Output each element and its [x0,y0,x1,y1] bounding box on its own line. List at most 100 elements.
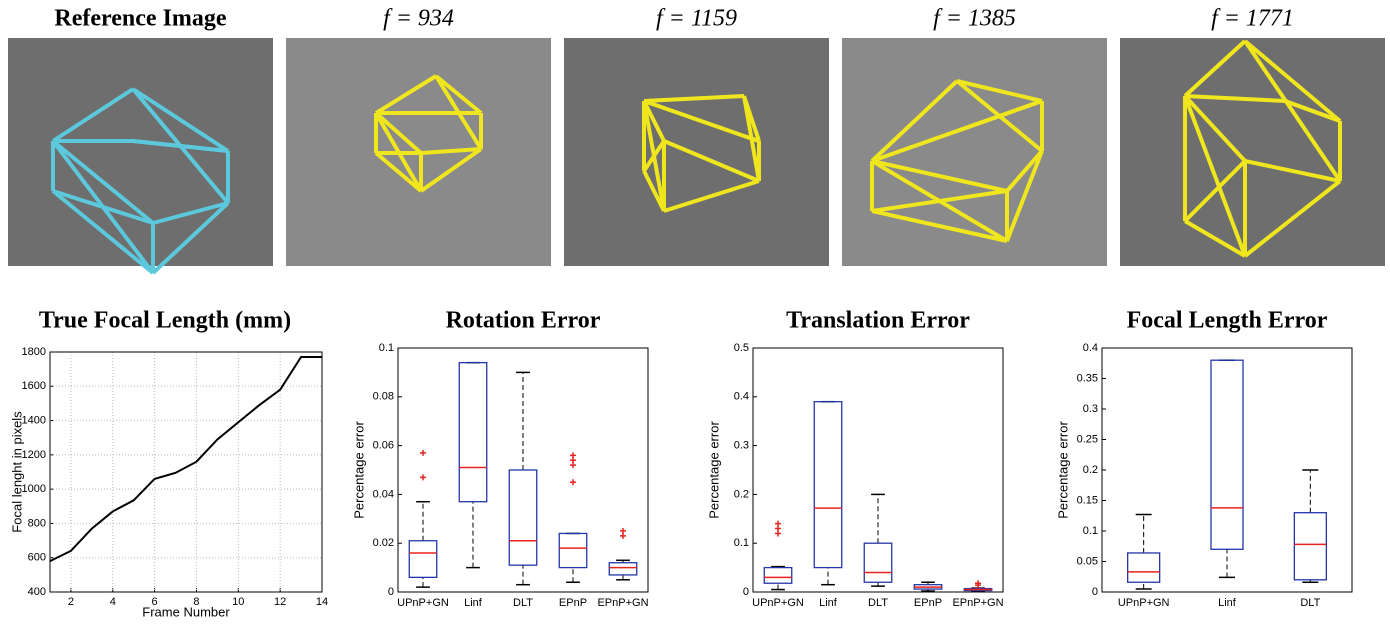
image-title: Reference Image [54,6,226,32]
y-tick-label: 0.4 [1083,342,1098,354]
wireframe [152,201,229,225]
wireframe [642,170,666,212]
y-tick-label: 1200 [22,449,46,461]
x-axis-label: Frame Number [142,604,230,619]
chart-title: Focal Length Error [1127,308,1328,334]
axes-frame [397,347,649,593]
wireframe [1183,39,1247,98]
y-axis-label: Percentage error [351,421,366,519]
y-tick-label: 0 [743,586,749,598]
wireframe [1243,39,1342,123]
x-tick-label: EPnP [559,597,587,609]
axes-frame [752,347,1004,593]
y-tick-label: 1000 [22,483,46,495]
photo [842,38,1107,266]
wireframe [52,189,154,225]
wireframe [643,94,745,103]
wireframe [743,134,760,143]
wireframe [374,151,423,193]
y-tick-label: 0.3 [734,440,749,452]
wireframe [51,139,155,225]
wireframe [871,209,1008,243]
x-tick-label: Linf [1218,597,1237,609]
wireframe [956,79,1043,103]
chart-title: True Focal Length (mm) [39,308,291,334]
x-tick-label: Linf [819,597,838,609]
x-tick-label: 4 [110,596,116,608]
x-tick-label: EPnP [914,597,942,609]
y-tick-label: 0.4 [734,391,749,403]
y-tick-label: 0.35 [1077,372,1098,384]
wireframe [374,74,438,115]
wireframe [643,99,745,138]
x-tick-label: EPnP+GN [952,597,1003,609]
wireframe [1183,219,1247,258]
box [608,562,638,576]
box [508,469,538,566]
photo [564,38,829,266]
x-tick-label: DLT [1300,597,1320,609]
outlier [420,449,426,456]
wireframe [1284,99,1341,123]
y-tick-label: 0 [388,586,394,598]
wireframe [871,189,1008,213]
y-tick-label: 1600 [22,380,46,392]
y-tick-label: 1800 [22,346,46,358]
wireframe [132,139,229,153]
outlier [620,528,626,534]
y-axis-label: Percentage error [1055,421,1070,519]
y-tick-label: 0.06 [373,440,394,452]
wireframe [51,87,135,143]
x-tick-label: Linf [464,597,483,609]
wireframe [956,99,1043,133]
x-tick-label: DLT [513,597,533,609]
line [49,355,322,563]
y-tick-label: 0.05 [1077,555,1098,567]
y-axis-label: Percentage error [706,421,721,519]
wireframe [1243,39,1342,183]
x-tick-label: 8 [193,596,199,608]
image-title: f = 1771 [1211,6,1294,32]
y-tick-label: 0.25 [1077,433,1098,445]
wireframe [1005,149,1044,193]
y-tick-label: 0.3 [1083,403,1098,415]
y-tick-label: 0.1 [379,342,394,354]
axes-frame [49,351,323,593]
wireframe [151,201,230,275]
wireframe [870,79,959,163]
wireframe [663,139,760,183]
box [1293,512,1327,581]
photo [8,38,273,266]
x-tick-label: EPnP+GN [597,597,648,609]
y-tick-label: 0.08 [373,391,394,403]
y-tick-label: 0.04 [373,488,394,500]
y-tick-label: 400 [28,586,46,598]
wireframe [1183,94,1247,163]
y-tick-label: 800 [28,517,46,529]
image-title: f = 934 [383,6,454,32]
y-tick-label: 0.1 [734,537,749,549]
y-tick-label: 0.02 [373,537,394,549]
x-tick-label: DLT [868,597,888,609]
wireframe [374,111,423,155]
x-tick-label: 12 [274,596,286,608]
wireframe [642,139,666,173]
box [863,542,893,583]
y-tick-label: 0.1 [1083,525,1098,537]
y-tick-label: 600 [28,552,46,564]
y-tick-label: 0.15 [1077,494,1098,506]
x-tick-label: UPnP+GN [1118,597,1170,609]
wireframe [419,147,483,193]
y-axis-label: Focal lenght in pixels [9,411,24,533]
outlier [570,479,576,486]
x-tick-label: 2 [68,596,74,608]
box [558,532,588,569]
photo [1120,38,1385,266]
wireframe [1183,95,1247,257]
y-tick-label: 0.5 [734,342,749,354]
chart-title: Translation Error [786,308,970,334]
outlier [570,452,576,459]
box [408,540,438,579]
y-tick-label: 1400 [22,414,46,426]
